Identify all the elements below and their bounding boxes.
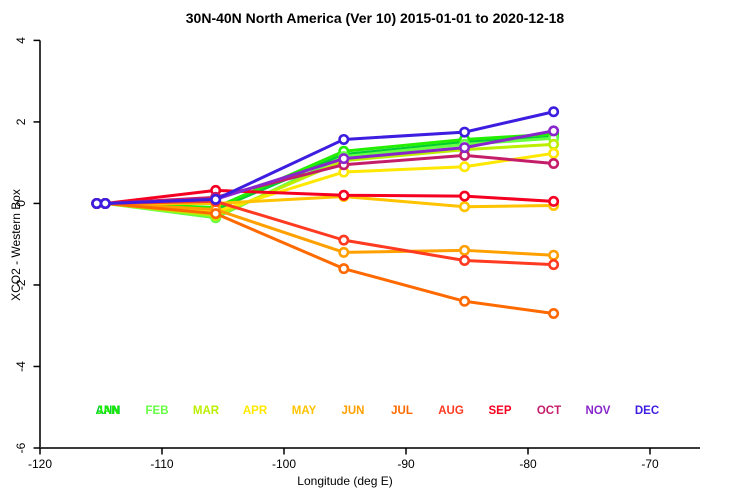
y-tick-label: -6 (14, 442, 28, 453)
legend-label-apr: APR (243, 405, 268, 417)
x-tick-label: -90 (397, 457, 415, 471)
series-marker-dec (548, 106, 560, 118)
series-marker-dec (459, 126, 471, 138)
series-marker-aug (338, 234, 350, 246)
x-tick-label: -100 (272, 457, 296, 471)
legend-label-jun: JUN (341, 405, 364, 417)
x-tick-label: -110 (150, 457, 173, 471)
series-marker-sep (459, 190, 471, 202)
chart-title: 30N-40N North America (Ver 10) 2015-01-0… (185, 10, 565, 26)
legend-label-ann: ANN (96, 405, 121, 417)
series-marker-jul (459, 295, 471, 307)
series-marker-jul (548, 307, 560, 319)
x-tick-label: -120 (28, 457, 52, 471)
series-marker-aug (459, 255, 471, 267)
legend-label-sep: SEP (488, 405, 511, 417)
series-marker-jun (548, 249, 560, 261)
series-marker-nov (338, 153, 350, 165)
x-tick-label: -70 (641, 457, 659, 471)
series-marker-sep (338, 189, 350, 201)
x-axis-label: Longitude (deg E) (297, 474, 393, 488)
series-marker-aug (548, 259, 560, 271)
series-line-jul (95, 201, 556, 315)
y-tick-label: -2 (14, 279, 28, 290)
series-marker-apr (459, 161, 471, 173)
series-marker-sep (548, 195, 560, 207)
series-marker-jul (338, 263, 350, 275)
y-tick-label: 4 (14, 37, 28, 44)
x-tick-label: -80 (519, 457, 537, 471)
legend-label-mar: MAR (193, 405, 220, 417)
series-marker-dec (210, 193, 222, 205)
series-marker-oct (548, 157, 560, 169)
series-marker-jun (459, 244, 471, 256)
y-tick-label: 2 (14, 118, 28, 125)
series-marker-may (459, 201, 471, 213)
legend-label-jan: JAN (96, 405, 119, 417)
legend-label-dec: DEC (635, 405, 659, 417)
series-marker-jul (210, 208, 222, 220)
y-tick-label: 0 (14, 200, 28, 207)
series-marker-jun (338, 246, 350, 258)
legend-label-nov: NOV (586, 405, 611, 417)
legend-label-feb: FEB (146, 405, 169, 417)
legend-label-aug: AUG (438, 405, 464, 417)
legend-label-jul: JUL (391, 405, 413, 417)
series-marker-nov (548, 125, 560, 137)
series-marker-nov (459, 142, 471, 154)
series-marker-mar (548, 138, 560, 150)
series-marker-apr (548, 147, 560, 159)
legend-label-oct: OCT (537, 405, 561, 417)
legend-label-may: MAY (292, 405, 317, 417)
series-marker-dec (338, 133, 350, 145)
series-marker-dec (99, 197, 111, 209)
series-marker-dec (91, 197, 103, 209)
y-tick-label: -4 (14, 361, 28, 372)
